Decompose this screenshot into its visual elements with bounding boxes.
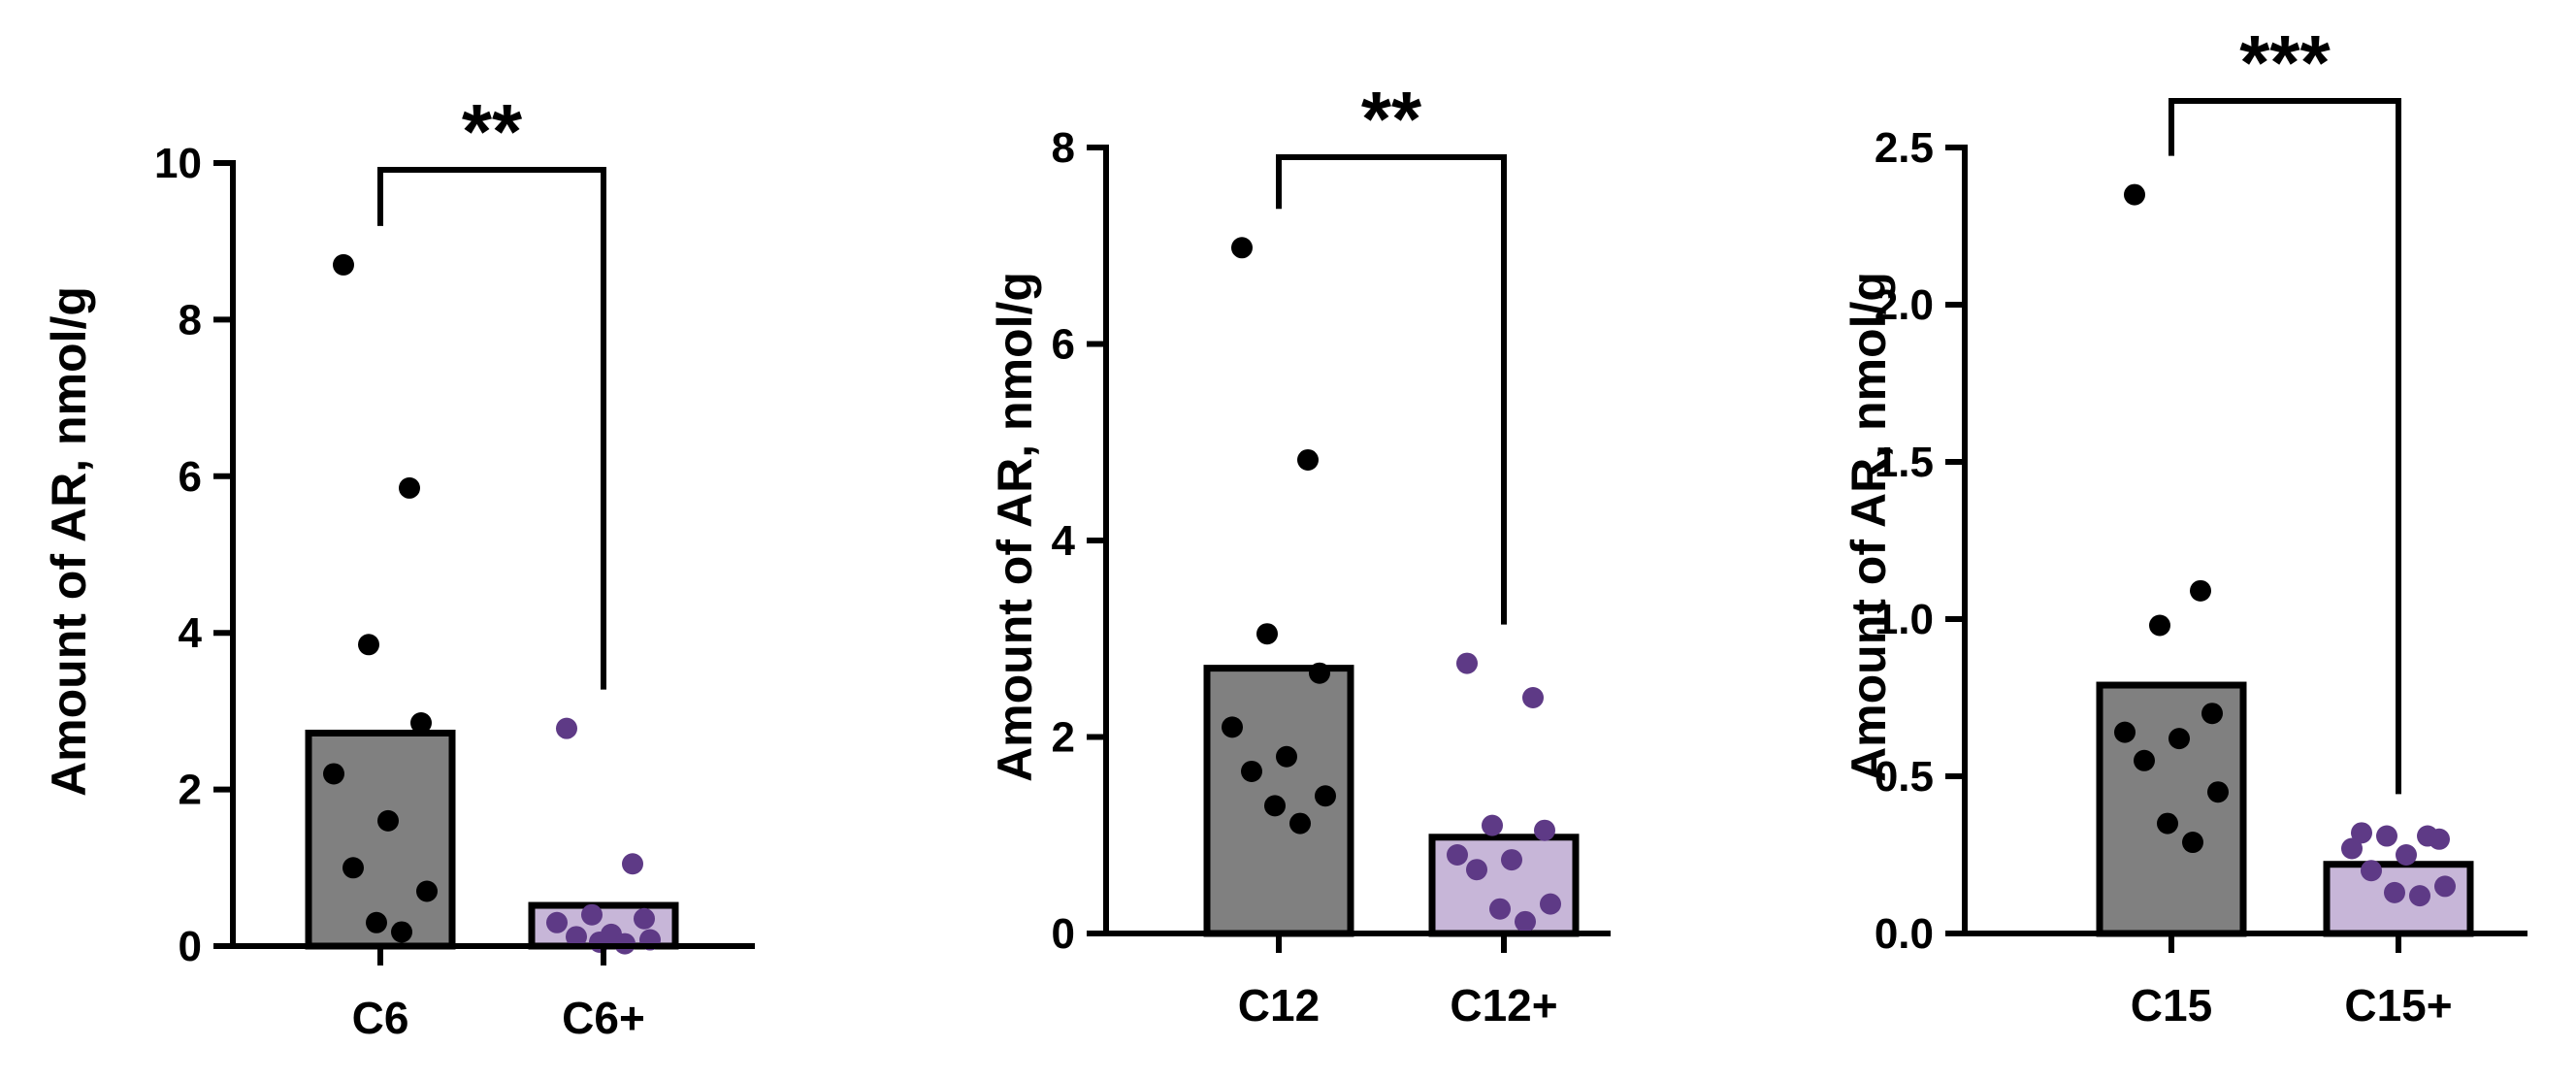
x-category-label: C15 (2131, 980, 2212, 1031)
y-axis-label: Amount of AR, nmol/g (42, 286, 96, 797)
data-point-c12-plus (1466, 859, 1487, 881)
data-point-c15-plus (2409, 885, 2430, 907)
data-point-c12-plus (1482, 814, 1503, 836)
data-point-c12-plus (1540, 893, 1561, 915)
x-category-label: C15+ (2344, 980, 2452, 1031)
x-category-label: C6+ (562, 993, 645, 1043)
data-point-c6-plus (556, 717, 577, 739)
data-point-c6 (399, 476, 420, 499)
data-point-c12 (1241, 760, 1262, 782)
data-point-c15-plus (2434, 875, 2456, 898)
y-tick-label: 2 (1052, 714, 1075, 762)
data-point-c15 (2157, 812, 2178, 835)
data-point-c15-plus (2351, 822, 2372, 844)
data-point-c6 (416, 880, 438, 902)
data-point-c15-plus (2384, 881, 2405, 903)
data-point-c15-plus (2429, 828, 2450, 850)
chart-panel-c15: 0.0 0.5 1.0 1.5 2.0 2.5 C15 C15+ Amount of AR, n… (1842, 19, 2527, 1031)
data-point-c6 (366, 911, 387, 933)
significance-bracket (2168, 98, 2401, 795)
y-tick-label: 8 (1052, 124, 1075, 172)
data-point-c15 (2207, 781, 2229, 803)
chart-panel-c6: 0 2 4 6 8 10 C6 C6+ Amount of AR, nmol/g ** (42, 88, 755, 1043)
significance-stars: ** (1361, 76, 1422, 162)
data-point-c12 (1276, 745, 1297, 768)
data-point-c12 (1289, 812, 1311, 835)
data-point-c12 (1297, 448, 1319, 471)
data-point-c12-plus (1522, 687, 1544, 708)
data-point-c6-plus (589, 931, 610, 953)
data-point-c15 (2190, 579, 2211, 602)
y-tick-label: 8 (179, 296, 202, 344)
data-point-c12 (1256, 623, 1278, 645)
data-point-c15 (2134, 749, 2155, 771)
y-axis-label: Amount of AR, nmol/g (1842, 272, 1896, 782)
data-point-c15 (2124, 183, 2145, 206)
data-point-c6-plus (622, 853, 643, 875)
data-point-c12-plus (1489, 898, 1511, 920)
y-tick-label: 10 (154, 140, 202, 187)
data-point-c12-plus (1501, 849, 1522, 871)
data-point-c12 (1231, 237, 1253, 259)
data-point-c15 (2182, 832, 2203, 854)
y-tick-label: 0 (179, 923, 202, 970)
y-tick-label: 0.5 (1875, 753, 1934, 801)
data-point-c12-plus (1534, 819, 1555, 841)
data-point-c15-plus (2396, 844, 2417, 866)
data-point-c6 (333, 253, 354, 276)
data-point-c6 (342, 857, 364, 879)
data-point-c6-plus (566, 926, 587, 948)
data-point-c6-plus (546, 911, 568, 933)
significance-stars: ** (462, 88, 523, 175)
y-tick-label: 1.5 (1875, 439, 1934, 486)
data-point-c12-plus (1456, 652, 1478, 674)
data-point-c15 (2168, 728, 2190, 750)
data-point-c12 (1315, 785, 1336, 807)
significance-stars: *** (2239, 19, 2331, 106)
x-category-label: C12+ (1450, 980, 1557, 1031)
y-tick-label: 0.0 (1875, 910, 1934, 958)
data-point-c6 (377, 809, 399, 832)
data-point-c15 (2114, 721, 2136, 743)
significance-bracket (377, 167, 606, 690)
data-point-c15-plus (2341, 837, 2363, 860)
data-point-c12 (1222, 716, 1243, 738)
data-point-c12 (1264, 795, 1286, 817)
x-category-label: C6 (352, 993, 409, 1043)
data-point-c6-plus (581, 903, 603, 926)
x-category-label: C12 (1238, 980, 1320, 1031)
data-point-c12-plus (1515, 910, 1536, 933)
data-point-c6 (410, 712, 432, 735)
y-tick-label: 2 (179, 767, 202, 814)
y-tick-label: 6 (1052, 321, 1075, 369)
y-axis-label: Amount of AR, nmol/g (988, 272, 1042, 782)
significance-bracket (1276, 154, 1507, 625)
data-point-c6 (358, 634, 379, 656)
data-point-c15-plus (2376, 825, 2397, 847)
data-point-c12 (1309, 662, 1330, 684)
data-point-c15 (2201, 703, 2223, 725)
chart-panel-c12: 0 2 4 6 8 C12 C12+ Amount of AR, nmol/g ** (988, 76, 1611, 1031)
y-tick-label: 2.5 (1875, 124, 1934, 172)
data-point-c12-plus (1447, 844, 1468, 866)
data-point-c15-plus (2361, 860, 2382, 882)
y-tick-label: 6 (179, 453, 202, 501)
y-tick-label: 0 (1052, 910, 1075, 958)
data-point-c15 (2149, 614, 2170, 637)
y-tick-label: 1.0 (1875, 596, 1934, 643)
y-tick-label: 4 (1052, 517, 1076, 565)
y-tick-label: 4 (179, 609, 203, 657)
data-point-c6 (391, 921, 412, 943)
y-tick-label: 2.0 (1875, 281, 1934, 329)
data-point-c6 (323, 763, 344, 785)
data-point-c6-plus (634, 907, 655, 930)
